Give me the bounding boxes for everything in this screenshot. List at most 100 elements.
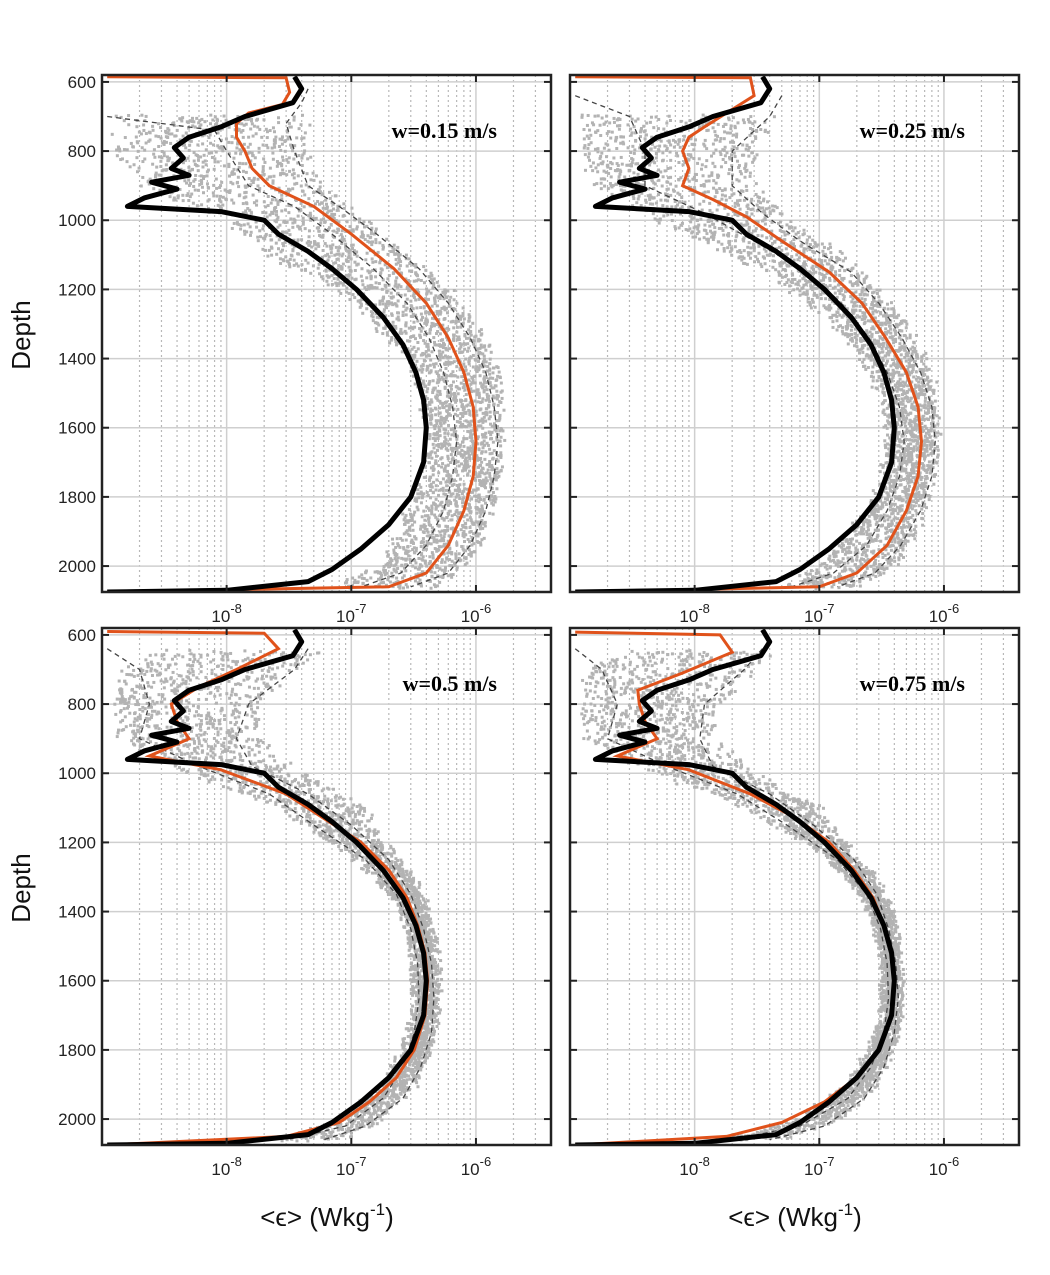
scatter-point (456, 392, 460, 396)
scatter-point (657, 221, 661, 225)
scatter-point (778, 220, 782, 224)
scatter-point (430, 350, 434, 354)
scatter-point (446, 479, 450, 483)
scatter-point (410, 518, 414, 522)
scatter-point (385, 333, 389, 337)
scatter-point (419, 335, 423, 339)
scatter-point (702, 199, 706, 203)
scatter-point (469, 434, 473, 438)
scatter-point (390, 296, 394, 300)
scatter-point (440, 516, 444, 520)
scatter-point (470, 381, 474, 385)
scatter-point (827, 308, 831, 312)
scatter-point (270, 246, 274, 250)
scatter-point (730, 253, 734, 257)
scatter-point (363, 286, 367, 290)
scatter-point (265, 143, 269, 147)
scatter-point (749, 208, 753, 212)
scatter-point (271, 179, 275, 183)
scatter-point (865, 286, 869, 290)
scatter-point (292, 238, 296, 242)
scatter-point (880, 300, 884, 304)
scatter-point (642, 124, 646, 128)
scatter-point (891, 368, 895, 372)
scatter-point (459, 345, 463, 349)
scatter-point (205, 170, 209, 174)
scatter-point (368, 270, 372, 274)
scatter-point (477, 329, 481, 333)
scatter-point (741, 189, 745, 193)
scatter-point (884, 316, 888, 320)
scatter-point (439, 545, 443, 549)
scatter-point (433, 513, 437, 517)
scatter-point (452, 395, 456, 399)
scatter-point (273, 206, 277, 210)
scatter-point (402, 557, 406, 561)
scatter-point (897, 336, 901, 340)
scatter-point (458, 477, 462, 481)
scatter-point (254, 220, 258, 224)
scatter-point (696, 225, 700, 229)
scatter-point (429, 325, 433, 329)
scatter-point (491, 394, 495, 398)
scatter-point (253, 156, 257, 160)
scatter-point (418, 368, 422, 372)
scatter-point (383, 263, 387, 267)
scatter-point (292, 172, 296, 176)
scatter-point (491, 466, 495, 470)
scatter-point (783, 282, 787, 286)
scatter-point (760, 219, 764, 223)
scatter-point (441, 488, 445, 492)
scatter-point (895, 316, 899, 320)
scatter-point (305, 241, 309, 245)
scatter-point (410, 523, 414, 527)
scatter-point (814, 287, 818, 291)
scatter-point (303, 131, 307, 135)
scatter-point (347, 265, 351, 269)
scatter-point (475, 391, 479, 395)
scatter-point (291, 225, 295, 229)
scatter-point (749, 200, 753, 204)
scatter-point (293, 144, 297, 148)
scatter-point (295, 262, 299, 266)
scatter-point (462, 453, 466, 457)
scatter-point (649, 160, 653, 164)
scatter-point (754, 192, 758, 196)
major-grid (570, 75, 1019, 592)
scatter-point (430, 450, 434, 454)
scatter-point (484, 486, 488, 490)
scatter-point (888, 335, 892, 339)
scatter-point (822, 278, 826, 282)
scatter-point (742, 249, 746, 253)
scatter-point (286, 137, 290, 141)
scatter-point (351, 576, 355, 580)
scatter-point (309, 218, 313, 222)
scatter-point (329, 222, 333, 226)
scatter-point (802, 232, 806, 236)
scatter-point (307, 235, 311, 239)
scatter-point (718, 139, 722, 143)
scatter-point (236, 168, 240, 172)
scatter-point (192, 184, 196, 188)
scatter-point (417, 556, 421, 560)
scatter-point (904, 326, 908, 330)
scatter-point (431, 391, 435, 395)
scatter-point (499, 426, 503, 430)
scatter-point (456, 485, 460, 489)
scatter-point (434, 459, 438, 463)
scatter-point (422, 525, 426, 529)
scatter-point (457, 464, 461, 468)
scatter-point (580, 113, 584, 117)
scatter-point (347, 274, 351, 278)
scatter-point (287, 187, 291, 191)
scatter-point (472, 477, 476, 481)
scatter-point (821, 264, 825, 268)
scatter-point (465, 437, 469, 441)
scatter-point (440, 306, 444, 310)
scatter-point (747, 253, 751, 257)
scatter-point (246, 145, 250, 149)
scatter-point (438, 434, 442, 438)
scatter-point (271, 157, 275, 161)
scatter-point (438, 343, 442, 347)
scatter-point (861, 311, 865, 315)
